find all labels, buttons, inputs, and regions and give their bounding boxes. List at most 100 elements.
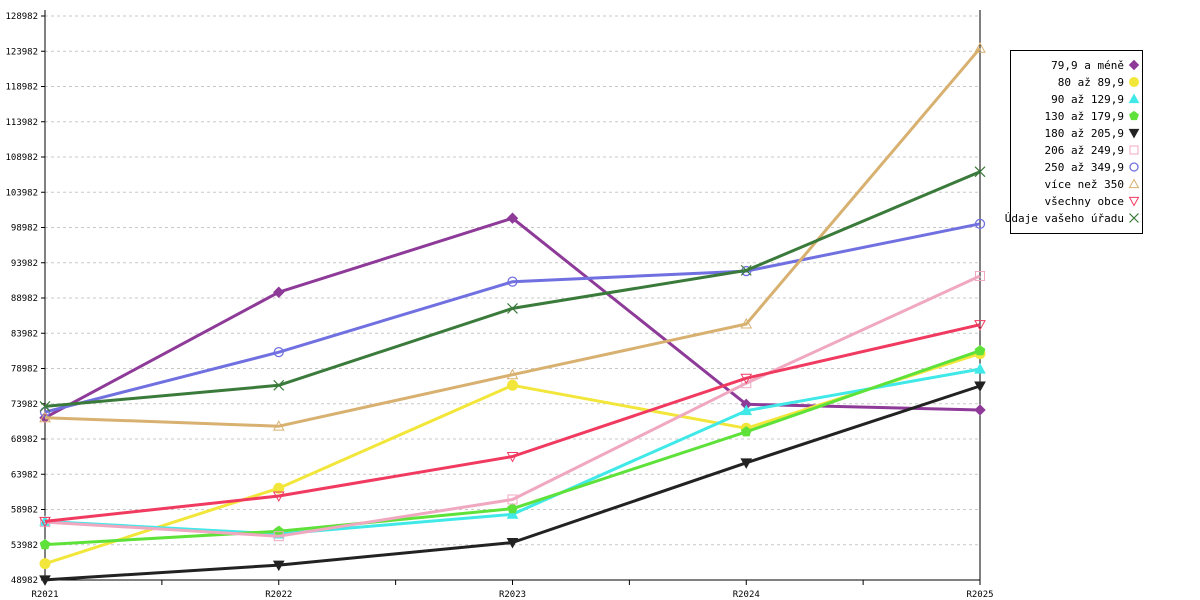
y-tick-label: 63982 [11, 470, 38, 480]
data-point-marker [975, 271, 985, 282]
data-point-marker [506, 538, 519, 549]
y-tick-label: 123982 [5, 47, 38, 57]
data-point-marker [740, 404, 753, 416]
legend-label: 250 až 349,9 [1045, 161, 1124, 174]
legend-label: 206 až 249,9 [1045, 144, 1124, 157]
data-point-marker [1128, 128, 1140, 139]
data-point-marker [273, 531, 284, 542]
data-point-marker [507, 276, 518, 287]
series-4 [39, 345, 986, 550]
legend-label: všechny obce [1045, 195, 1124, 208]
legend: 79,9 a méně 80 až 89,9 90 až 129,9 130 až 1… [1005, 50, 1143, 234]
series-9 [39, 320, 986, 528]
data-point-marker [272, 420, 285, 431]
series-5 [39, 381, 986, 586]
y-tick-label: 58982 [11, 506, 38, 516]
legend-item: 90 až 129,9 [1051, 93, 1140, 106]
legend-item: 79,9 a méně [1051, 59, 1140, 72]
series-1 [39, 212, 986, 424]
data-point-marker [39, 516, 51, 528]
legend-label: více než 350 [1045, 178, 1124, 191]
data-point-marker [740, 317, 753, 329]
marker-stroke [273, 379, 285, 391]
marker-stroke [740, 264, 752, 276]
y-tick-label: 83982 [11, 329, 38, 339]
legend-item: 250 až 349,9 [1045, 161, 1139, 174]
legend-label: 80 až 89,9 [1058, 76, 1124, 89]
data-point-marker [506, 212, 519, 224]
x-tick-label: R2024 [733, 590, 760, 600]
legend-label: 180 až 205,9 [1045, 127, 1124, 140]
data-point-marker [506, 508, 519, 519]
axes: 48982 53982 58982 63982 68982 73982 78982 83982… [5, 10, 994, 600]
y-tick-label: 128982 [5, 12, 38, 22]
data-point-marker [39, 411, 51, 423]
data-point-marker [1129, 162, 1139, 172]
legend-item: více než 350 [1045, 178, 1140, 191]
legend-label: 79,9 a méně [1051, 59, 1124, 72]
legend-item: všechny obce [1045, 195, 1140, 208]
data-point-marker [273, 286, 285, 298]
data-point-marker [507, 503, 518, 514]
x-tick-label: R2022 [265, 590, 292, 600]
series-line [44, 170, 981, 408]
data-point-marker [272, 491, 285, 503]
data-point-marker [974, 363, 986, 374]
data-point-marker [1129, 77, 1139, 87]
data-point-marker [39, 575, 51, 586]
legend-item: 180 až 205,9 [1045, 127, 1140, 140]
y-tick-label: 93982 [11, 259, 38, 269]
data-point-marker [1128, 93, 1140, 104]
data-point-marker [740, 458, 753, 469]
legend-item: 80 až 89,9 [1058, 76, 1139, 89]
series-10 [39, 166, 986, 412]
data-point-marker [39, 538, 51, 550]
data-point-marker [1129, 110, 1139, 121]
series-8 [39, 42, 986, 431]
series-line [44, 222, 981, 414]
legend-label: 130 až 179,9 [1045, 110, 1124, 123]
x-tick-label: R2023 [499, 590, 526, 600]
data-point-marker [507, 379, 518, 391]
marker-stroke [507, 303, 518, 314]
legend-item: Údaje vašeho úřadu [1005, 212, 1139, 225]
data-point-marker [39, 401, 51, 412]
data-point-marker [507, 303, 518, 314]
x-tick-label: R2021 [31, 590, 58, 600]
data-point-marker [974, 381, 986, 393]
y-tick-label: 73982 [11, 400, 38, 410]
series-line [44, 323, 981, 523]
marker-stroke [39, 401, 51, 412]
data-point-marker [974, 404, 986, 416]
legend-item: 206 až 249,9 [1045, 144, 1139, 157]
data-point-marker [1129, 145, 1139, 155]
y-tick-label: 108982 [5, 153, 38, 163]
x-tick-label: R2025 [966, 590, 993, 600]
marker-stroke [1129, 213, 1139, 223]
y-tick-label: 88982 [11, 294, 38, 304]
data-point-marker [39, 558, 51, 570]
series-line [44, 274, 981, 538]
data-point-marker [740, 264, 752, 276]
data-point-marker [974, 345, 986, 356]
series-7 [39, 218, 986, 418]
y-tick-label: 48982 [11, 576, 38, 586]
data-point-marker [506, 368, 519, 380]
y-tick-label: 78982 [11, 365, 38, 375]
data-point-marker [1128, 59, 1140, 71]
legend-item: 130 až 179,9 [1045, 110, 1139, 123]
legend-label: 90 až 129,9 [1051, 93, 1124, 106]
data-point-marker [740, 373, 753, 385]
data-point-marker [974, 42, 986, 53]
data-point-marker [1129, 213, 1139, 223]
data-point-marker [272, 560, 285, 572]
data-point-marker [506, 451, 519, 463]
data-point-marker [273, 482, 285, 494]
data-point-marker [39, 406, 51, 418]
y-tick-label: 113982 [5, 118, 38, 128]
y-tick-label: 53982 [11, 541, 38, 551]
y-tick-label: 103982 [5, 188, 38, 198]
data-point-marker [273, 379, 285, 391]
series-line [44, 384, 981, 582]
y-tick-label: 98982 [11, 224, 38, 234]
